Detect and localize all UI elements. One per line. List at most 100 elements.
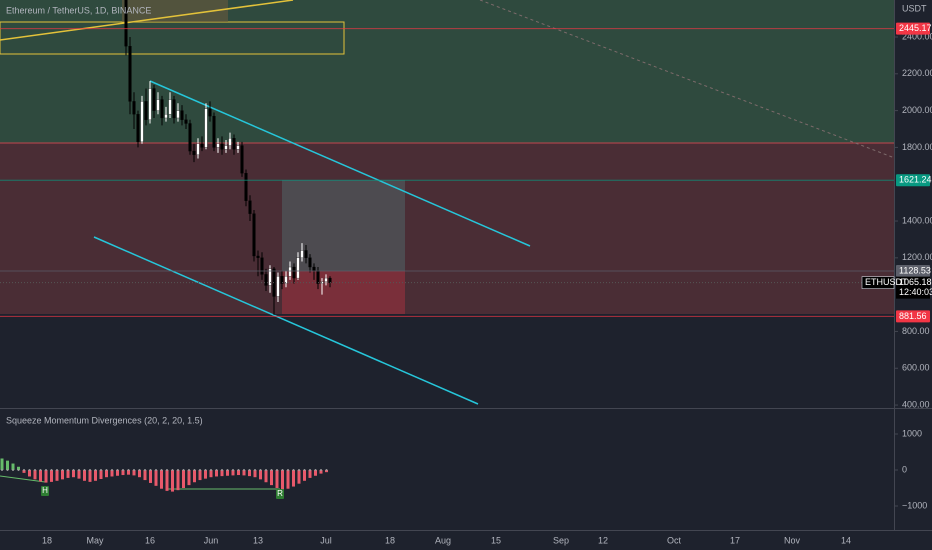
squeeze-dot — [320, 469, 322, 472]
squeeze-dot — [232, 469, 234, 472]
price-tag-label: 1621.24 — [899, 175, 932, 185]
price-tag-label: 1128.53 — [899, 265, 931, 275]
histogram-bar — [149, 470, 152, 483]
candle-body — [284, 276, 288, 284]
histogram-bar — [132, 470, 136, 476]
y-tick-label: 400.00 — [902, 399, 930, 409]
y-tick-label: 600.00 — [902, 363, 930, 373]
squeeze-dot — [287, 469, 289, 472]
x-tick-label: Sep — [553, 535, 569, 545]
y-tick-label: 0 — [902, 464, 907, 474]
y-tick-label: 1400.00 — [902, 215, 932, 225]
squeeze-dot — [177, 469, 179, 472]
histogram-bar — [116, 470, 119, 476]
histogram-bar — [176, 470, 180, 491]
box — [122, 0, 228, 22]
squeeze-dot — [23, 469, 25, 472]
histogram-bar — [209, 470, 213, 478]
currency: USDT — [902, 3, 927, 13]
histogram-bar — [39, 470, 42, 482]
squeeze-dot — [270, 469, 273, 472]
histogram-bar — [88, 470, 92, 482]
histogram-bar — [6, 460, 9, 471]
x-tick-label: 14 — [841, 535, 851, 545]
tag-lines — [0, 28, 894, 317]
squeeze-dot — [298, 469, 300, 472]
x-tick-label: 15 — [491, 535, 501, 545]
squeeze-dot — [314, 469, 317, 472]
histogram-bar — [28, 470, 31, 477]
divergence-badge — [276, 489, 284, 499]
divergence-label: R — [277, 489, 283, 498]
squeeze-dot — [243, 469, 245, 472]
histogram-bar — [83, 470, 86, 481]
y-tick-label: 2000.00 — [902, 105, 932, 115]
histogram-bar — [110, 470, 114, 477]
trend-line — [0, 0, 294, 41]
candle-body — [232, 138, 236, 150]
candle-body — [308, 257, 312, 268]
squeeze-dot — [127, 469, 130, 472]
squeeze-dot — [204, 469, 207, 472]
squeeze-dot — [111, 469, 113, 472]
channel-line — [149, 80, 531, 247]
squeeze-dot — [193, 469, 196, 472]
x-tick-label: Nov — [784, 535, 801, 545]
candle-body — [204, 108, 208, 148]
candle-body — [136, 114, 140, 143]
x-tick-label: 16 — [145, 535, 155, 545]
histogram-bar — [22, 470, 26, 473]
symbol-tag-label: ETHUSDT — [865, 277, 908, 287]
histogram-bar — [259, 470, 262, 480]
squeeze-dot — [155, 469, 157, 472]
candle-body — [316, 270, 320, 284]
histogram-bar — [50, 470, 53, 482]
squeeze-dot — [215, 469, 218, 472]
x-tick-label: Aug — [435, 535, 451, 545]
price-tag — [896, 174, 930, 187]
squeeze-dot — [39, 469, 42, 472]
countdown: 12:40:03 — [899, 287, 932, 297]
price-tag — [896, 264, 930, 277]
histogram-bar — [33, 470, 37, 480]
y-tick-label: 2400.00 — [902, 31, 932, 41]
squeeze-dot — [144, 469, 146, 472]
histogram-bar — [198, 470, 202, 481]
y-tick-label: −1000 — [902, 500, 927, 510]
squeeze-dot — [237, 469, 240, 472]
main-pane — [0, 0, 894, 405]
candle-body — [124, 0, 128, 47]
candle-body — [236, 145, 240, 150]
divergence-label: H — [42, 486, 48, 495]
candle-body — [248, 200, 252, 214]
histogram-bar — [231, 470, 235, 476]
squeeze-dot — [248, 469, 251, 472]
squeeze-dot — [254, 469, 256, 472]
squeeze-dot — [221, 469, 223, 472]
squeeze-dot — [276, 469, 278, 472]
x-tick-label: 13 — [253, 535, 263, 545]
resistance-zone — [0, 143, 894, 314]
squeeze-dot — [199, 469, 201, 472]
candle-body — [260, 257, 264, 275]
candle-body — [160, 99, 164, 119]
squeeze-dot — [182, 469, 185, 472]
squeeze-dot — [188, 469, 190, 472]
candle-body — [292, 266, 296, 279]
candle-body — [192, 150, 196, 155]
histogram-bar — [308, 470, 312, 478]
histogram-bar — [171, 470, 174, 492]
histogram-bar — [226, 470, 229, 476]
candle-body — [268, 268, 272, 286]
histogram-bar — [242, 470, 246, 476]
candle-body — [172, 99, 176, 119]
y-tick-label: 1000 — [902, 428, 922, 438]
candle-body — [208, 108, 212, 117]
squeeze-dot — [325, 469, 328, 472]
histogram-bar — [248, 470, 251, 477]
squeeze-dot — [309, 469, 311, 472]
candle-body — [132, 101, 136, 115]
candle-body — [168, 99, 172, 115]
dashed-line — [479, 0, 894, 159]
